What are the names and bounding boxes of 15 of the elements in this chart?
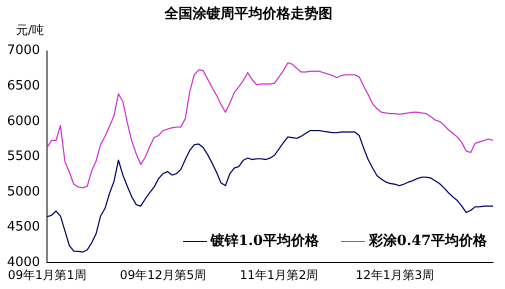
y-tick-label: 5500 (6, 149, 40, 164)
y-tick-label: 4000 (6, 254, 40, 270)
x-tick-label: 09年1月第1周 (8, 268, 86, 282)
x-tick-label: 12年1月第3周 (356, 268, 434, 282)
chart-title: 全国涂镀周平均价格走势图 (164, 5, 332, 22)
y-tick-label: 6000 (6, 114, 40, 129)
x-tick-label: 11年1月第2周 (240, 268, 318, 282)
y-tick-label: 4500 (6, 220, 40, 235)
y-tick-label: 7000 (6, 43, 40, 58)
legend-label: 彩涂0.47平均价格 (368, 232, 487, 250)
y-axis-title: 元/吨 (16, 22, 44, 39)
y-tick-label: 6500 (6, 78, 40, 94)
x-tick-label: 09年12月第5周 (120, 268, 206, 282)
y-tick-label: 5000 (6, 184, 40, 200)
legend-label: 镀锌1.0平均价格 (210, 232, 319, 250)
